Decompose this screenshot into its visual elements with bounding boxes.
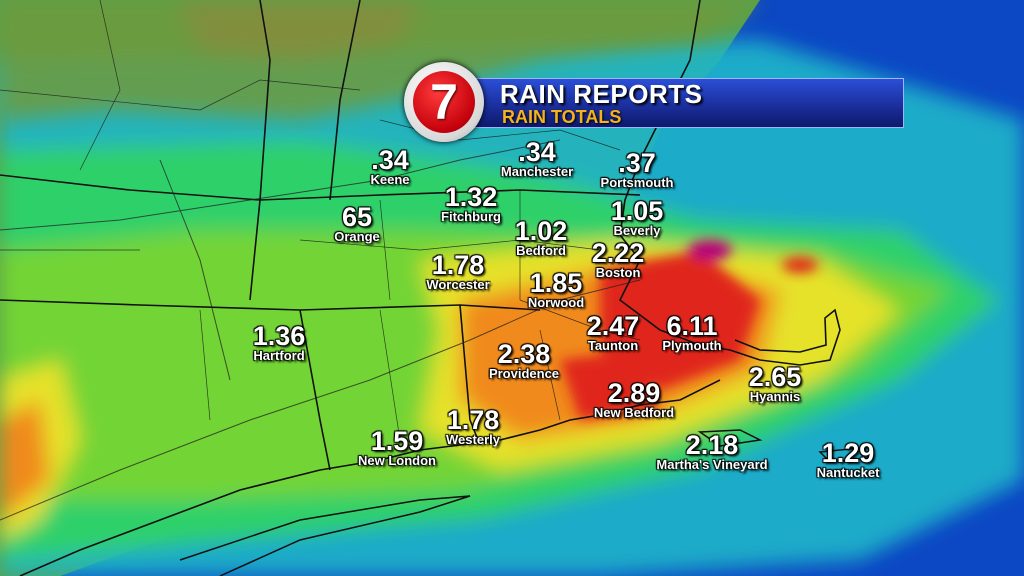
report-city: New London: [358, 453, 436, 468]
banner-title: RAIN REPORTS: [500, 79, 703, 109]
report-city: Hartford: [253, 348, 305, 363]
cape-cod: [729, 308, 841, 366]
report-city: Beverly: [613, 223, 661, 238]
highways: [0, 139, 641, 521]
report-city: Bedford: [516, 243, 566, 258]
report-marthas-vineyard: 2.18 Martha's Vineyard: [656, 432, 767, 472]
report-city: Providence: [488, 366, 560, 381]
report-city: Westerly: [446, 432, 500, 447]
report-fitchburg: 1.32 Fitchburg: [441, 184, 501, 224]
report-manchester: .34 Manchester: [501, 139, 573, 179]
state-borders: [0, 0, 641, 471]
report-city: Manchester: [500, 164, 574, 179]
report-worcester: 1.78 Worcester: [426, 252, 489, 292]
report-city: Taunton: [587, 338, 639, 353]
report-value: .34: [518, 137, 556, 167]
report-value: .37: [618, 148, 656, 178]
report-value: 1.05: [610, 196, 664, 226]
north-land: [0, 0, 760, 120]
report-value: 1.59: [370, 426, 424, 456]
report-value: 1.29: [821, 438, 875, 468]
report-city: Keene: [370, 172, 410, 187]
report-city: Norwood: [527, 295, 585, 310]
report-city: New Bedford: [593, 405, 675, 420]
report-keene: .34 Keene: [370, 147, 409, 187]
banner-bar: [464, 78, 904, 128]
report-taunton: 2.47 Taunton: [587, 313, 640, 353]
report-norwood: 1.85 Norwood: [528, 270, 584, 310]
report-new-bedford: 2.89 New Bedford: [594, 380, 674, 420]
heavy-rain: [560, 240, 818, 420]
report-value: 65: [341, 202, 373, 232]
report-city: Boston: [595, 265, 641, 280]
report-value: 1.78: [446, 405, 500, 435]
rain-reports-banner: RAIN REPORTS RAIN TOTALS 7: [404, 62, 904, 142]
nantucket-island: [818, 447, 872, 463]
report-city: Fitchburg: [441, 209, 501, 224]
report-value: 2.38: [497, 339, 551, 369]
report-value: 2.65: [748, 362, 802, 392]
report-city: Nantucket: [816, 465, 880, 480]
banner-subtitle: RAIN TOTALS: [502, 107, 622, 127]
report-nantucket: 1.29 Nantucket: [817, 440, 880, 480]
report-plymouth: 6.11 Plymouth: [662, 313, 721, 353]
report-city: Plymouth: [662, 338, 722, 353]
logo-number: 7: [430, 74, 458, 130]
report-city: Worcester: [426, 277, 490, 292]
marthas-vineyard-island: [697, 429, 763, 447]
report-hartford: 1.36 Hartford: [253, 323, 306, 363]
report-boston: 2.22 Boston: [592, 240, 645, 280]
report-value: 2.89: [607, 378, 661, 408]
report-value: 1.32: [444, 182, 498, 212]
report-city: Portsmouth: [600, 175, 674, 190]
logo-disc: 7: [413, 71, 475, 133]
report-hyannis: 2.65 Hyannis: [749, 364, 802, 404]
report-value: .34: [371, 145, 409, 175]
report-value: 2.18: [685, 430, 739, 460]
report-city: Martha's Vineyard: [656, 457, 768, 472]
report-value: 1.85: [529, 268, 583, 298]
report-bedford: 1.02 Bedford: [515, 218, 568, 258]
report-value: 1.02: [514, 216, 568, 246]
report-beverly: 1.05 Beverly: [611, 198, 664, 238]
report-new-london: 1.59 New London: [358, 428, 436, 468]
report-portsmouth: .37 Portsmouth: [601, 150, 674, 190]
long-island: [179, 495, 471, 576]
channel-7-logo: 7: [404, 62, 484, 142]
report-city: Orange: [334, 229, 380, 244]
report-value: 2.47: [586, 311, 640, 341]
report-westerly: 1.78 Westerly: [446, 407, 500, 447]
report-providence: 2.38 Providence: [489, 341, 559, 381]
report-value: 6.11: [666, 311, 718, 341]
report-value: 1.36: [252, 321, 306, 351]
report-orange: 65 Orange: [334, 204, 380, 244]
report-value: 1.78: [431, 250, 485, 280]
report-city: Hyannis: [749, 389, 801, 404]
report-value: 2.22: [591, 238, 645, 268]
